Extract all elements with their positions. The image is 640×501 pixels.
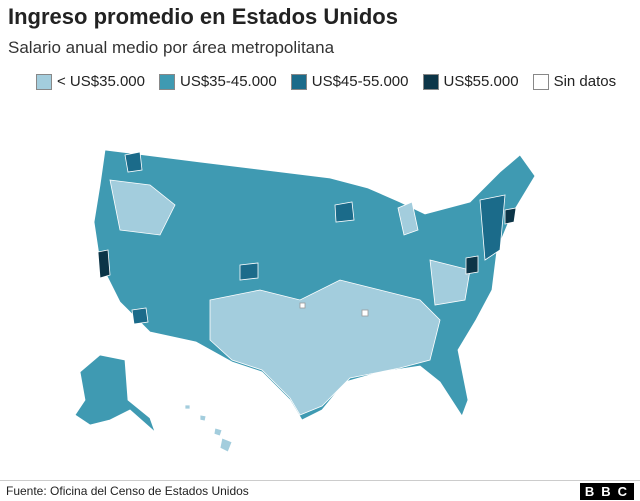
legend-item: US$35-45.000 bbox=[159, 73, 277, 90]
legend: < US$35.000 US$35-45.000 US$45-55.000 US$55… bbox=[36, 73, 616, 90]
footer: Fuente: Oficina del Censo de Estados Uni… bbox=[0, 480, 640, 501]
map-regions bbox=[74, 149, 536, 453]
alaska bbox=[74, 354, 156, 434]
region-minneapolis bbox=[334, 201, 355, 223]
legend-swatch bbox=[36, 73, 52, 90]
region-boston bbox=[504, 207, 517, 225]
legend-label: US$35-45.000 bbox=[180, 73, 277, 90]
region-no-data bbox=[299, 302, 306, 309]
region-denver bbox=[239, 262, 259, 281]
legend-item: < US$35.000 bbox=[36, 73, 145, 90]
hawaii bbox=[184, 404, 233, 453]
region-south bbox=[209, 279, 441, 416]
logo: BBC bbox=[579, 483, 634, 500]
legend-swatch bbox=[159, 73, 175, 90]
region-northwest bbox=[109, 179, 176, 236]
legend-swatch bbox=[290, 73, 307, 90]
legend-swatch bbox=[422, 73, 439, 90]
region-michigan bbox=[397, 201, 419, 236]
map bbox=[74, 149, 536, 453]
region-la bbox=[131, 307, 149, 325]
legend-label: US$45-55.000 bbox=[311, 73, 409, 90]
region-sf bbox=[97, 249, 111, 279]
region-northeast bbox=[479, 194, 506, 261]
region-no-data bbox=[361, 309, 369, 317]
legend-label: Sin datos bbox=[553, 73, 617, 90]
legend-item: Sin datos bbox=[532, 73, 617, 90]
legend-label: US$55.000 bbox=[443, 73, 519, 90]
legend-swatch bbox=[532, 73, 549, 90]
legend-label: < US$35.000 bbox=[57, 73, 145, 90]
legend-item: US$55.000 bbox=[422, 73, 519, 90]
region-seattle bbox=[124, 151, 143, 173]
title: Ingreso promedio en Estados Unidos bbox=[8, 4, 398, 29]
source: Fuente: Oficina del Censo de Estados Uni… bbox=[6, 484, 249, 498]
subtitle: Salario anual medio por área metropolita… bbox=[8, 38, 335, 57]
region-dc bbox=[465, 255, 479, 275]
region-appalachia bbox=[429, 259, 471, 306]
legend-item: US$45-55.000 bbox=[290, 73, 409, 90]
